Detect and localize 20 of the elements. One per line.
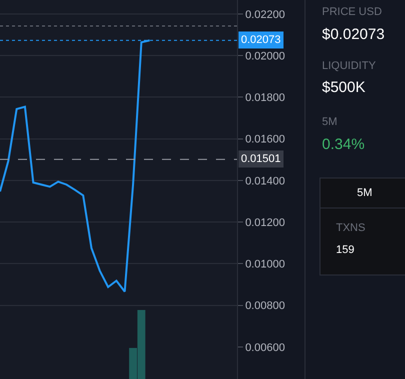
y-tick-label: 0.01800 <box>245 92 285 104</box>
text: LIQUIDITY <box>322 60 376 72</box>
text: 5M <box>322 116 338 128</box>
y-tick-label: 0.02000 <box>245 50 285 62</box>
text: 5M <box>357 187 372 199</box>
text: TXNS <box>336 222 366 234</box>
text: $500K <box>322 79 366 96</box>
ref-line-label: 0.02073 <box>241 34 281 46</box>
y-tick-label: 0.01000 <box>245 258 285 271</box>
text: 159 <box>336 244 354 256</box>
y-tick-label: 0.00600 <box>245 342 285 354</box>
y-tick-label: 0.01600 <box>245 134 285 146</box>
y-tick-label: 0.01400 <box>245 175 285 188</box>
y-tick-label: 0.02200 <box>245 8 285 21</box>
text: $0.02073 <box>322 26 385 43</box>
y-tick-label: 0.00800 <box>245 300 285 312</box>
y-tick-label: 0.01200 <box>245 216 285 229</box>
ref-line-label: 0.01501 <box>241 153 281 165</box>
text: 0.34% <box>322 136 365 153</box>
text: PRICE USD <box>322 6 382 18</box>
